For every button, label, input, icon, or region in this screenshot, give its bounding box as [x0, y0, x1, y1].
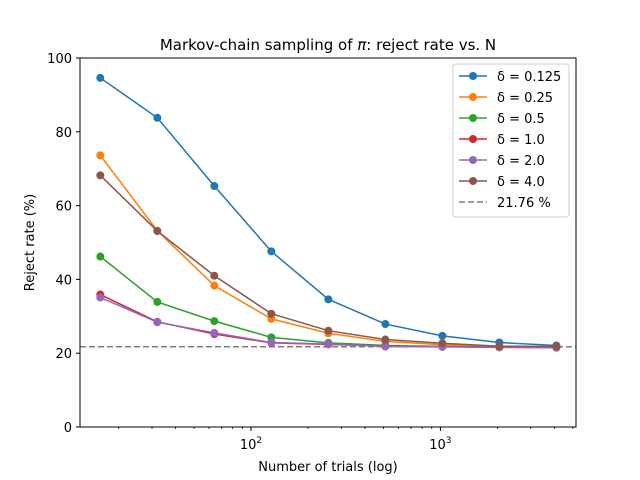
data-point: [210, 317, 219, 326]
legend-label: δ = 0.25: [497, 91, 553, 106]
data-point: [552, 342, 561, 351]
data-point: [210, 182, 219, 191]
legend-label: δ = 0.5: [497, 112, 545, 127]
plot-layer: 0 20 40 60 80 100 102 103: [47, 52, 577, 453]
data-point: [210, 271, 219, 280]
data-point: [153, 318, 162, 327]
y-tick-label: 0: [64, 421, 72, 436]
legend-swatch-marker: [469, 177, 477, 185]
data-point: [96, 171, 105, 180]
data-point: [381, 320, 390, 329]
data-point: [96, 73, 105, 82]
legend-label: δ = 1.0: [497, 133, 545, 148]
data-point: [495, 342, 504, 351]
data-point: [210, 281, 219, 290]
legend: δ = 0.125 δ = 0.25 δ = 0.5 δ = 1.0 δ = 2.0 δ …: [452, 63, 570, 218]
legend-swatch-marker: [469, 72, 477, 80]
data-point: [210, 328, 219, 337]
x-axis-label: Number of trials (log): [258, 460, 398, 475]
x-tick-label: 102: [240, 436, 262, 453]
y-tick-label: 20: [55, 347, 72, 362]
y-tick-label: 80: [55, 126, 72, 141]
data-point: [96, 151, 105, 160]
y-tick-label: 100: [47, 52, 72, 67]
data-point: [153, 113, 162, 122]
data-point: [381, 342, 390, 351]
data-point: [96, 252, 105, 261]
y-tick-label: 60: [55, 200, 72, 215]
data-point: [381, 335, 390, 344]
data-point: [96, 293, 105, 302]
data-point: [267, 309, 276, 318]
y-axis-label: Reject rate (%): [23, 194, 38, 291]
legend-label: δ = 2.0: [497, 154, 545, 169]
legend-box: [452, 63, 570, 218]
legend-swatch-marker: [469, 156, 477, 164]
legend-swatch-marker: [469, 114, 477, 122]
y-tick-label: 40: [55, 273, 72, 288]
data-point: [324, 339, 333, 348]
series-5: [96, 171, 561, 351]
data-point: [153, 227, 162, 236]
data-point: [267, 338, 276, 347]
legend-label: δ = 0.125: [497, 70, 561, 85]
x-tick-label: 103: [429, 436, 451, 453]
legend-swatch-marker: [469, 93, 477, 101]
data-point: [324, 295, 333, 304]
legend-label: δ = 4.0: [497, 175, 545, 190]
data-point: [324, 326, 333, 335]
axes-frame: [79, 57, 577, 428]
data-point: [438, 339, 447, 348]
data-point: [153, 297, 162, 306]
legend-swatch-marker: [469, 135, 477, 143]
legend-label: 21.76 %: [497, 196, 551, 211]
chart-title: Markov-chain sampling of π: reject rate …: [160, 36, 496, 54]
data-point: [438, 331, 447, 340]
data-point: [267, 247, 276, 256]
